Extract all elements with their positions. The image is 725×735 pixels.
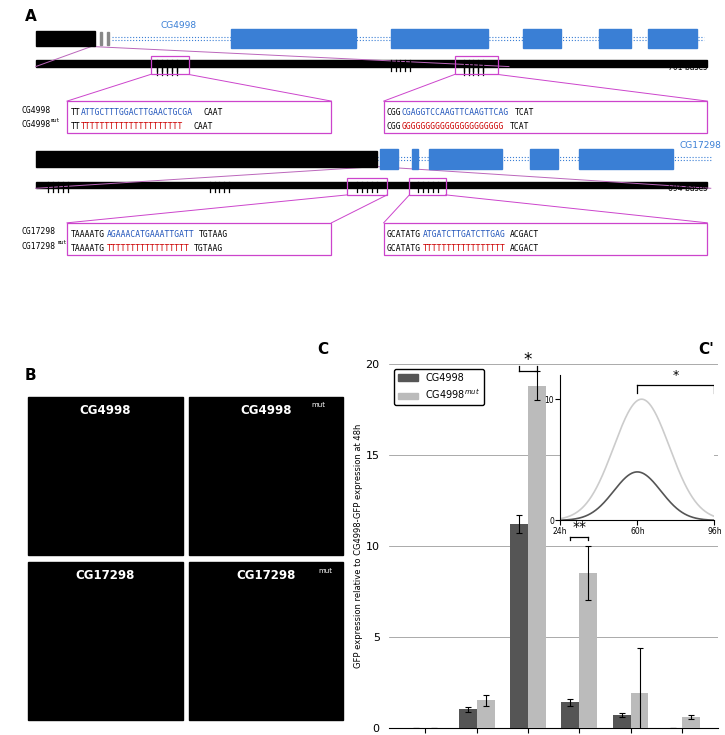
Bar bbox=[459, 709, 476, 728]
Bar bbox=[631, 693, 648, 728]
Text: TTTTTTTTTTTTTTTTTTTTT: TTTTTTTTTTTTTTTTTTTTT bbox=[80, 123, 183, 132]
Text: GCATATG: GCATATG bbox=[386, 244, 420, 254]
Bar bbox=[561, 702, 579, 728]
Bar bbox=[530, 148, 558, 168]
Text: mut: mut bbox=[58, 240, 67, 245]
Bar bbox=[391, 29, 488, 49]
Text: CGG: CGG bbox=[386, 123, 401, 132]
Legend: CG4998, CG4998$^{mut}$: CG4998, CG4998$^{mut}$ bbox=[394, 369, 484, 405]
Text: B: B bbox=[25, 368, 37, 383]
Text: CG4998: CG4998 bbox=[161, 21, 197, 30]
Text: CG17298: CG17298 bbox=[679, 141, 721, 151]
Text: CGG: CGG bbox=[386, 108, 401, 118]
Bar bbox=[412, 148, 418, 168]
Text: GGGGGGGGGGGGGGGGGGGGG: GGGGGGGGGGGGGGGGGGGGG bbox=[402, 123, 505, 132]
Bar bbox=[429, 148, 502, 168]
Text: **: ** bbox=[572, 520, 587, 534]
Text: CG17298: CG17298 bbox=[236, 570, 296, 582]
Bar bbox=[36, 31, 95, 46]
Text: *: * bbox=[523, 351, 532, 368]
Bar bbox=[384, 223, 708, 255]
Text: ‹: ‹ bbox=[219, 156, 221, 162]
Bar bbox=[384, 101, 708, 133]
Text: GCATATG: GCATATG bbox=[386, 230, 420, 239]
Bar bbox=[28, 562, 183, 720]
Bar bbox=[347, 179, 387, 195]
Text: mut: mut bbox=[51, 118, 60, 123]
Bar bbox=[28, 397, 183, 555]
Bar bbox=[36, 60, 708, 67]
Text: ACGACT: ACGACT bbox=[510, 244, 539, 254]
Text: TGTAAG: TGTAAG bbox=[199, 230, 228, 239]
Text: A: A bbox=[25, 9, 37, 24]
Text: C: C bbox=[318, 342, 328, 356]
Text: CG4998: CG4998 bbox=[241, 404, 292, 417]
Bar bbox=[600, 29, 631, 49]
Bar bbox=[613, 715, 631, 728]
Text: 694 bases: 694 bases bbox=[668, 184, 708, 193]
Text: CAAT: CAAT bbox=[204, 108, 223, 118]
Bar bbox=[579, 148, 673, 168]
Text: AGAAACATGAAATTGATT: AGAAACATGAAATTGATT bbox=[107, 230, 194, 239]
Text: ATGATCTTGATCTTGAG: ATGATCTTGATCTTGAG bbox=[423, 230, 505, 239]
Text: CG17298: CG17298 bbox=[76, 570, 135, 582]
Text: CG4998: CG4998 bbox=[22, 106, 51, 115]
Text: TAAAATG: TAAAATG bbox=[70, 244, 104, 254]
Text: CAAT: CAAT bbox=[193, 123, 212, 132]
Bar bbox=[107, 32, 109, 45]
Bar bbox=[682, 717, 700, 728]
Bar bbox=[510, 524, 528, 728]
Bar bbox=[67, 101, 331, 133]
Bar bbox=[151, 57, 188, 74]
Bar bbox=[100, 32, 102, 45]
Text: CG17298: CG17298 bbox=[22, 242, 56, 251]
Text: TT: TT bbox=[70, 108, 80, 118]
Bar bbox=[579, 573, 597, 728]
Bar bbox=[36, 151, 377, 167]
Bar bbox=[36, 182, 708, 188]
Y-axis label: GFP expression relative to CG4998-GFP expression at 48h: GFP expression relative to CG4998-GFP ex… bbox=[354, 423, 362, 668]
Text: TT: TT bbox=[70, 123, 80, 132]
Text: TAAAATG: TAAAATG bbox=[70, 230, 104, 239]
Text: ATTGCTTTGGACTTGAACTGCGA: ATTGCTTTGGACTTGAACTGCGA bbox=[80, 108, 193, 118]
Bar bbox=[455, 57, 498, 74]
Text: CG4998: CG4998 bbox=[22, 120, 51, 129]
Bar bbox=[189, 562, 344, 720]
Bar bbox=[476, 700, 494, 728]
Text: TTTTTTTTTTTTTTTTT: TTTTTTTTTTTTTTTTT bbox=[107, 244, 189, 254]
Bar bbox=[380, 148, 397, 168]
Bar bbox=[231, 29, 356, 49]
Text: ACGACT: ACGACT bbox=[510, 230, 539, 239]
Text: TCAT: TCAT bbox=[515, 108, 535, 118]
Text: mut: mut bbox=[318, 567, 332, 573]
Bar bbox=[410, 179, 446, 195]
Text: TTTTTTTTTTTTTTTTT: TTTTTTTTTTTTTTTTT bbox=[423, 244, 505, 254]
Text: mut: mut bbox=[311, 402, 325, 408]
Text: TGTAAG: TGTAAG bbox=[194, 244, 223, 254]
Bar bbox=[528, 386, 546, 728]
Text: CG17298: CG17298 bbox=[22, 227, 56, 237]
Text: CGAGGTCCAAGTTCAAGTTCAG: CGAGGTCCAAGTTCAAGTTCAG bbox=[402, 108, 509, 118]
Text: CG4998: CG4998 bbox=[80, 404, 131, 417]
Bar bbox=[648, 29, 697, 49]
Text: 701 bases: 701 bases bbox=[668, 62, 708, 72]
Text: ‹: ‹ bbox=[45, 156, 47, 162]
Text: ‹: ‹ bbox=[160, 156, 162, 162]
Bar bbox=[523, 29, 561, 49]
Text: C': C' bbox=[699, 342, 714, 356]
Text: TCAT: TCAT bbox=[510, 123, 529, 132]
Bar bbox=[67, 223, 331, 255]
Bar bbox=[189, 397, 344, 555]
Text: ‹: ‹ bbox=[101, 156, 103, 162]
